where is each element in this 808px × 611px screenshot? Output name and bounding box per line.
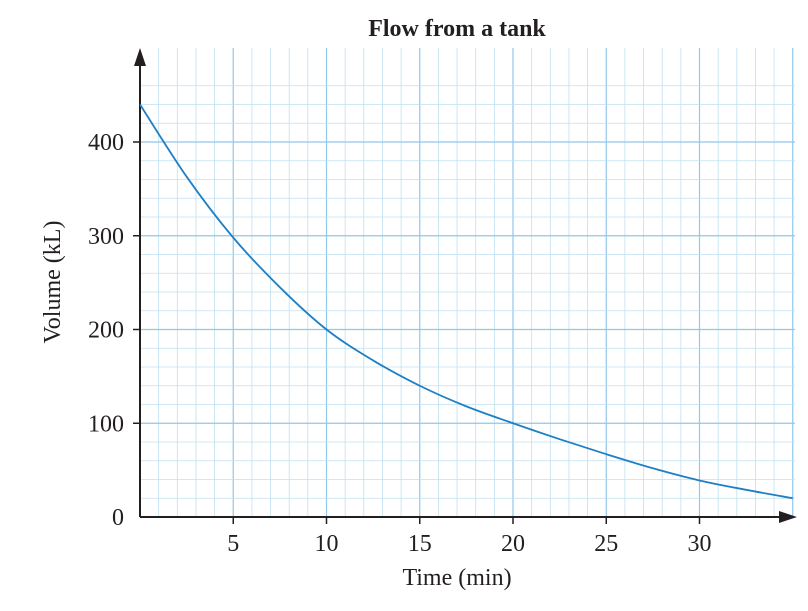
grid: [140, 48, 795, 517]
y-tick-label: 400: [88, 130, 124, 156]
x-tick-label: 10: [315, 531, 339, 557]
x-axis-label: Time (min): [402, 565, 511, 591]
series-line: [139, 104, 793, 500]
x-tick-label: 25: [594, 531, 618, 557]
x-tick-label: 30: [688, 531, 712, 557]
series-layer: [139, 104, 793, 500]
x-tick-label: 20: [501, 531, 525, 557]
x-tick-label: 5: [227, 531, 239, 557]
y-axis-arrow: [134, 48, 146, 66]
y-tick-label: 0: [112, 505, 124, 531]
y-tick-label: 300: [88, 224, 124, 250]
y-tick-label: 100: [88, 411, 124, 437]
y-axis-label: Volume (kL): [40, 221, 66, 344]
y-tick-label: 200: [88, 318, 124, 344]
x-axis-arrow: [779, 511, 797, 523]
x-tick-label: 15: [408, 531, 432, 557]
chart-title: Flow from a tank: [368, 16, 546, 42]
axes: [134, 48, 797, 523]
